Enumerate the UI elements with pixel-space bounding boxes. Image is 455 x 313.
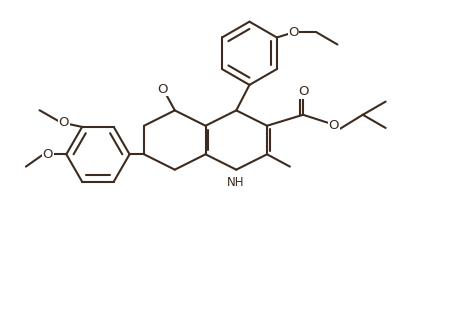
Text: O: O	[288, 26, 299, 39]
Text: O: O	[43, 148, 53, 161]
Text: NH: NH	[227, 176, 245, 189]
Text: O: O	[58, 116, 69, 129]
Text: O: O	[329, 119, 339, 132]
Text: O: O	[298, 85, 308, 98]
Text: O: O	[157, 83, 168, 96]
